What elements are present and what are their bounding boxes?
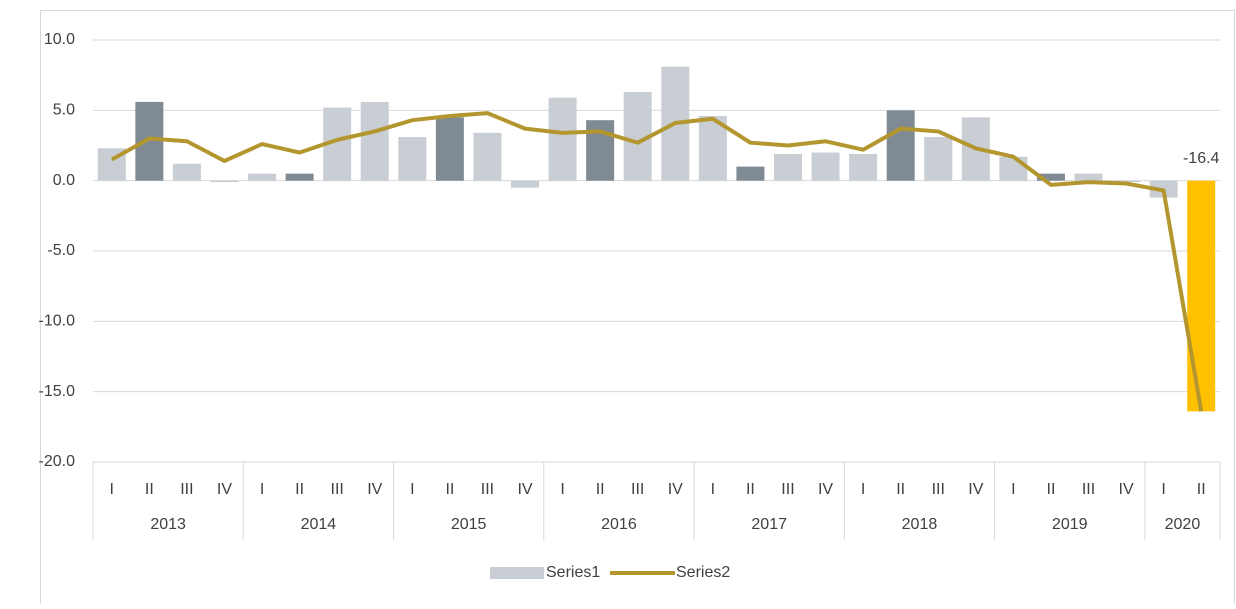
x-tick-label: III [1082, 481, 1095, 498]
x-tick-label: III [180, 481, 193, 498]
x-tick-label: III [631, 481, 644, 498]
x-tick-label: IV [367, 481, 382, 498]
bar [999, 156, 1028, 181]
x-tick-label: II [896, 481, 905, 498]
bar [548, 97, 577, 181]
y-tick-label: -15.0 [39, 383, 76, 400]
x-group-label: 2016 [601, 516, 637, 533]
legend-label: Series2 [676, 564, 730, 581]
x-tick-label: I [1011, 481, 1015, 498]
x-tick-label: IV [1119, 481, 1134, 498]
x-tick-label: I [110, 481, 114, 498]
x-tick-label: I [861, 481, 865, 498]
x-tick-label: I [711, 481, 715, 498]
bar [172, 163, 201, 181]
x-tick-label: I [560, 481, 564, 498]
data-label: -16.4 [1183, 150, 1220, 167]
x-tick-label: II [1047, 481, 1056, 498]
x-tick-label: I [1161, 481, 1165, 498]
y-tick-label: -20.0 [39, 453, 76, 470]
x-group-label: 2019 [1052, 516, 1088, 533]
bar [1112, 180, 1141, 183]
x-tick-label: I [410, 481, 414, 498]
bar [849, 153, 878, 181]
y-tick-label: 0.0 [53, 172, 75, 189]
x-tick-label: II [445, 481, 454, 498]
x-group-label: 2013 [150, 516, 186, 533]
bar [1074, 173, 1103, 181]
y-tick-label: -5.0 [47, 242, 75, 259]
bar [773, 153, 802, 181]
x-tick-label: II [1197, 481, 1206, 498]
x-tick-label: II [145, 481, 154, 498]
legend-swatch [490, 567, 544, 579]
bar [1036, 173, 1065, 181]
bar [736, 166, 765, 181]
bar [135, 101, 164, 181]
bar [398, 137, 427, 181]
bar [511, 180, 540, 188]
x-tick-label: IV [668, 481, 683, 498]
x-tick-label: II [295, 481, 304, 498]
x-tick-label: IV [818, 481, 833, 498]
bar [586, 120, 615, 181]
x-tick-label: III [331, 481, 344, 498]
legend-label: Series1 [546, 564, 600, 581]
x-group-label: 2015 [451, 516, 487, 533]
y-tick-label: -10.0 [39, 313, 76, 330]
bar [285, 173, 314, 181]
bar [1187, 180, 1216, 412]
bar [210, 180, 239, 183]
bar [924, 137, 953, 181]
x-tick-label: IV [217, 481, 232, 498]
bar [248, 173, 277, 181]
line [110, 111, 1204, 412]
x-tick-label: II [596, 481, 605, 498]
x-tick-label: IV [968, 481, 983, 498]
bar [811, 152, 840, 181]
x-group-label: 2018 [902, 516, 938, 533]
bar [473, 132, 502, 181]
x-tick-label: I [260, 481, 264, 498]
x-tick-label: III [481, 481, 494, 498]
chart-frame [40, 10, 1235, 609]
x-group-label: 2017 [751, 516, 787, 533]
x-group-label: 2020 [1165, 516, 1201, 533]
x-tick-label: II [746, 481, 755, 498]
y-tick-label: 10.0 [44, 31, 75, 48]
x-tick-label: III [932, 481, 945, 498]
bar [435, 117, 464, 181]
bar [886, 110, 915, 181]
y-tick-label: 5.0 [53, 102, 75, 119]
bar [360, 101, 389, 181]
x-tick-label: IV [517, 481, 532, 498]
x-tick-label: III [781, 481, 794, 498]
x-group-label: 2014 [301, 516, 337, 533]
